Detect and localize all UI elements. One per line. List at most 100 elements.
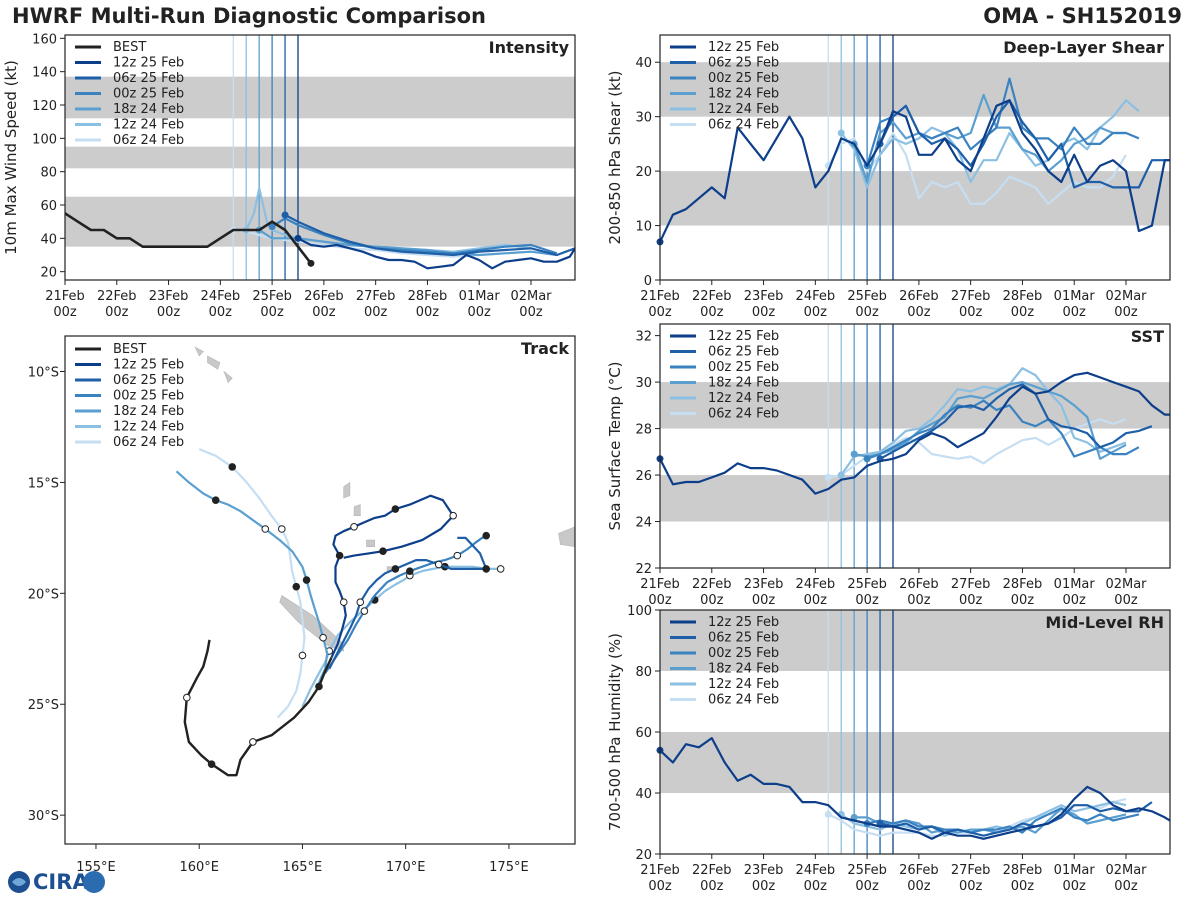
legend-label: 06z 25 Feb (708, 631, 779, 646)
legend-label: 18z 24 Feb (113, 404, 184, 419)
track-marker (482, 565, 491, 573)
track-marker (379, 547, 387, 555)
track-marker (211, 496, 220, 504)
y-axis-label: Sea Surface Temp (°C) (606, 361, 624, 530)
x-tick-label: 00z (700, 593, 724, 608)
x-tick-label: 25Feb (847, 577, 887, 592)
y-tick-label: 20 (635, 848, 652, 863)
series-marker (824, 473, 832, 481)
logo-text: CIRA (33, 870, 89, 894)
y-axis-label: 700-500 hPa Humidity (%) (606, 633, 624, 831)
x-tick-label: 27Feb (356, 289, 396, 304)
y-tick-label: 26 (635, 469, 652, 484)
track-marker (302, 576, 311, 584)
y-tick-label: 140 (32, 66, 57, 81)
y-tick-label: 32 (635, 330, 652, 345)
y-tick-label: 60 (40, 199, 57, 214)
x-tick-label: 00z (752, 879, 776, 894)
series-marker (863, 455, 871, 463)
track-marker (496, 565, 505, 573)
legend-label: 00z 25 Feb (708, 646, 779, 661)
x-tick-label: 23Feb (149, 289, 189, 304)
x-tick-label: 00z (959, 593, 983, 608)
x-tick-label: 00z (907, 879, 931, 894)
x-tick-label: 21Feb (640, 863, 680, 878)
x-tick-label: 26Feb (899, 289, 939, 304)
track-marker (207, 760, 216, 768)
series-line (284, 214, 575, 257)
x-tick-label: 155°E (76, 860, 116, 875)
x-tick-label: 02Mar (1105, 289, 1147, 304)
track-marker (360, 607, 369, 615)
panel-shear: 01020304021Feb00z22Feb00z23Feb00z24Feb00… (606, 34, 1171, 320)
series-marker (281, 211, 289, 219)
panel-title: Intensity (489, 38, 570, 57)
x-tick-label: 24Feb (201, 289, 241, 304)
x-tick-label: 00z (105, 305, 129, 320)
x-tick-label: 00z (959, 305, 983, 320)
track-marker (278, 525, 286, 533)
track-line (198, 448, 306, 719)
x-tick-label: 24Feb (796, 863, 836, 878)
x-tick-label: 00z (1063, 305, 1087, 320)
legend-label: 00z 25 Feb (708, 360, 779, 375)
series-marker (837, 129, 845, 137)
x-tick-label: 00z (519, 305, 543, 320)
x-tick-label: 21Feb (640, 289, 680, 304)
threshold-band (660, 382, 1170, 429)
x-tick-label: 00z (648, 879, 672, 894)
series-line (258, 229, 558, 257)
x-tick-label: 22Feb (692, 577, 732, 592)
panel-rh: 2040608010021Feb00z22Feb00z23Feb00z24Feb… (606, 604, 1171, 894)
x-tick-label: 00z (260, 305, 284, 320)
x-tick-label: 00z (1011, 593, 1035, 608)
track-line (330, 494, 455, 659)
track-marker (298, 651, 307, 660)
x-tick-label: 00z (1011, 879, 1035, 894)
y-tick-label: 20 (40, 266, 57, 281)
y-tick-label: 20°S (28, 587, 59, 602)
x-tick-label: 00z (804, 305, 828, 320)
y-tick-label: 0 (644, 274, 652, 289)
threshold-band (660, 171, 1170, 226)
legend-label: 06z 24 Feb (113, 435, 184, 450)
track-marker (391, 565, 400, 573)
legend-label: 06z 25 Feb (113, 71, 184, 86)
y-tick-label: 15°S (28, 476, 59, 491)
landmass (353, 504, 361, 517)
x-tick-label: 00z (700, 305, 724, 320)
legend-label: 06z 24 Feb (708, 118, 779, 133)
x-tick-label: 21Feb (640, 577, 680, 592)
series-line (879, 801, 1153, 837)
landmass (366, 539, 376, 548)
track-line (328, 536, 488, 670)
legend-label: 06z 24 Feb (708, 407, 779, 422)
legend-label: BEST (113, 40, 146, 55)
x-tick-label: 27Feb (951, 863, 991, 878)
x-tick-label: 01Mar (1054, 289, 1096, 304)
storm-id: OMA - SH152019 (983, 4, 1182, 28)
legend-label: 00z 25 Feb (708, 71, 779, 86)
panel-title: Track (521, 339, 569, 358)
y-tick-label: 25°S (28, 698, 59, 713)
legend-label: 00z 25 Feb (113, 87, 184, 102)
series-line (866, 807, 1140, 834)
logo-swirl (12, 878, 26, 886)
threshold-band (65, 196, 575, 247)
track-line (183, 639, 333, 777)
x-tick-label: 00z (1114, 879, 1138, 894)
x-tick-label: 28Feb (1003, 577, 1043, 592)
legend-label: 06z 25 Feb (113, 373, 184, 388)
y-tick-label: 22 (635, 562, 652, 577)
legend-label: 00z 25 Feb (113, 389, 184, 404)
series-line (840, 99, 1140, 189)
panel-intensity: 2040608010012014016021Feb00z22Feb00z23Fe… (2, 32, 576, 320)
x-tick-label: 00z (700, 879, 724, 894)
x-tick-label: 00z (416, 305, 440, 320)
x-tick-label: 00z (907, 305, 931, 320)
series-line (853, 381, 1127, 460)
legend-label: 12z 24 Feb (113, 118, 184, 133)
legend-label: 12z 24 Feb (708, 102, 779, 117)
y-tick-label: 30°S (28, 809, 59, 824)
legend-label: 18z 24 Feb (708, 376, 779, 391)
